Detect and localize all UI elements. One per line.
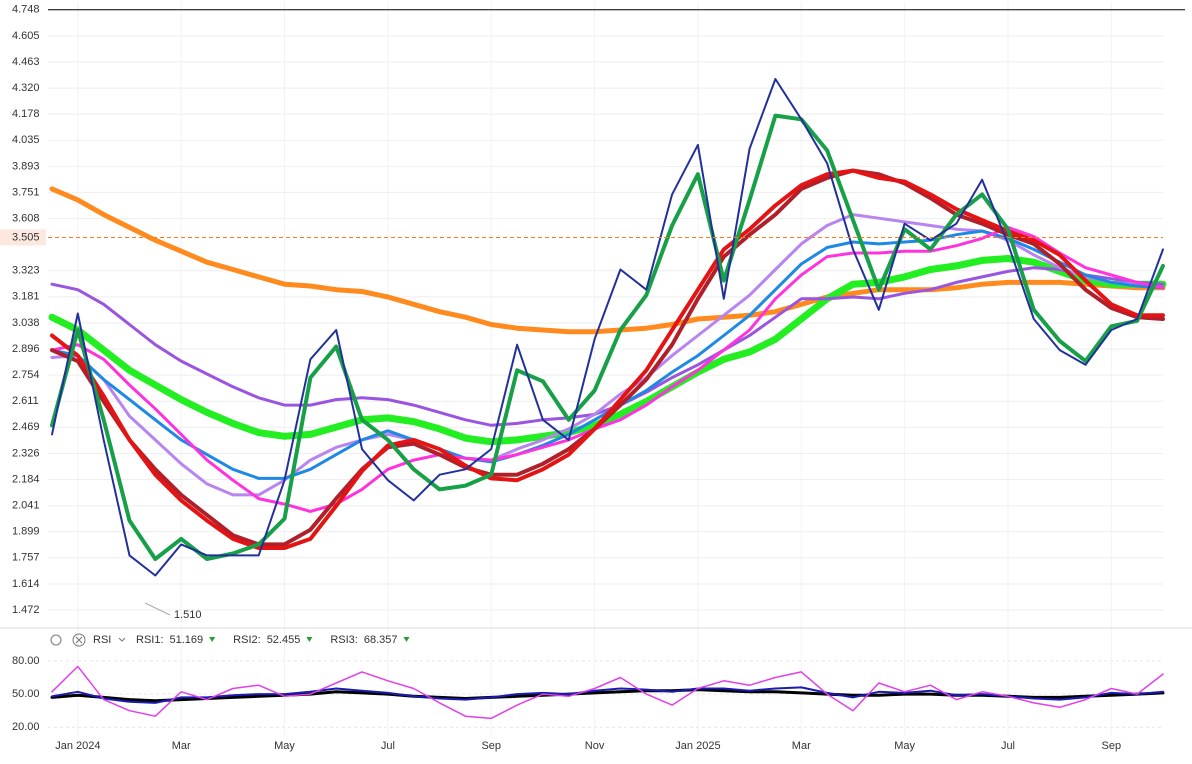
y-tick-label: 1.899 bbox=[12, 526, 40, 538]
x-tick-label: Jan 2025 bbox=[675, 740, 720, 752]
y-tick-label: 4.035 bbox=[12, 134, 40, 146]
rsi-header: RSI bbox=[50, 633, 126, 647]
y-tick-label: 2.611 bbox=[12, 395, 39, 407]
y-tick-label: 20.00 bbox=[12, 721, 40, 733]
settings-icon[interactable] bbox=[50, 634, 62, 646]
legend-value: 51.169 bbox=[170, 634, 204, 646]
y-tick-label: 3.751 bbox=[12, 186, 40, 198]
legend-name: RSI3: bbox=[330, 634, 358, 646]
x-tick-label: Jan 2024 bbox=[55, 740, 100, 752]
y-tick-label: 3.608 bbox=[12, 212, 40, 224]
x-tick-label: Jul bbox=[381, 740, 395, 752]
annotation-label: 1.510 bbox=[174, 609, 202, 621]
last-price-tag bbox=[0, 229, 46, 246]
y-tick-label: 4.463 bbox=[12, 56, 40, 68]
dropdown-chevron[interactable] bbox=[118, 637, 126, 642]
y-tick-label: 1.472 bbox=[12, 604, 40, 616]
last-price-label: 3.505 bbox=[12, 231, 40, 243]
series-line bbox=[51, 665, 1164, 720]
y-tick-label: 1.614 bbox=[12, 578, 40, 590]
x-tick-label: May bbox=[894, 740, 915, 752]
price-panel: 1.472 1.614 1.757 1.899 2.041 2.184 2.326 2.469… bbox=[0, 4, 1185, 621]
x-tick-label: Jul bbox=[1001, 740, 1015, 752]
x-tick-label: Nov bbox=[585, 740, 605, 752]
rsi-panel: 20.00 50.00 80.00 bbox=[12, 655, 1165, 733]
y-tick-label: 4.178 bbox=[12, 108, 40, 120]
y-tick-label: 2.326 bbox=[12, 447, 40, 459]
y-tick-label: 1.757 bbox=[12, 552, 40, 564]
y-tick-label: 2.754 bbox=[12, 369, 40, 381]
series-line bbox=[50, 113, 1165, 561]
x-tick-label: Sep bbox=[1102, 740, 1122, 752]
y-tick-label: 80.00 bbox=[12, 655, 40, 667]
y-tick-label: 3.323 bbox=[12, 265, 40, 277]
y-tick-label: 4.748 bbox=[12, 4, 40, 16]
x-tick-label: Mar bbox=[172, 740, 191, 752]
y-tick-label: 4.320 bbox=[12, 82, 40, 94]
series-line bbox=[51, 78, 1164, 577]
legend-value: 68.357 bbox=[364, 634, 398, 646]
close-cross bbox=[75, 636, 83, 644]
y-tick-label: 3.038 bbox=[12, 317, 40, 329]
legend-arrow bbox=[403, 637, 410, 642]
close-icon[interactable] bbox=[72, 633, 86, 647]
grid bbox=[48, 2, 1163, 735]
series-line bbox=[50, 168, 1165, 550]
legend-name: RSI2: bbox=[233, 634, 261, 646]
y-tick-label: 2.896 bbox=[12, 343, 40, 355]
annotation-leader bbox=[144, 602, 171, 616]
y-tick-label: 4.605 bbox=[12, 30, 40, 42]
series-line bbox=[50, 266, 1165, 427]
series-line bbox=[48, 255, 1167, 446]
y-tick-label: 3.181 bbox=[12, 291, 40, 303]
x-tick-label: Mar bbox=[792, 740, 811, 752]
legend-arrow bbox=[209, 637, 216, 642]
series-line bbox=[49, 186, 1166, 335]
x-tick-label: May bbox=[274, 740, 295, 752]
y-tick-label: 3.893 bbox=[12, 160, 40, 172]
indicator-name: RSI bbox=[93, 634, 111, 646]
legend-arrow bbox=[306, 637, 313, 642]
x-tick-label: Sep bbox=[481, 740, 501, 752]
y-tick-label: 2.469 bbox=[12, 421, 40, 433]
y-tick-label: 2.041 bbox=[12, 500, 40, 512]
legend-name: RSI1: bbox=[136, 634, 164, 646]
series-line bbox=[50, 225, 1165, 513]
legend-value: 52.455 bbox=[267, 634, 301, 646]
y-tick-label: 50.00 bbox=[12, 688, 40, 700]
y-tick-label: 2.184 bbox=[12, 473, 40, 485]
series-line bbox=[51, 686, 1164, 704]
